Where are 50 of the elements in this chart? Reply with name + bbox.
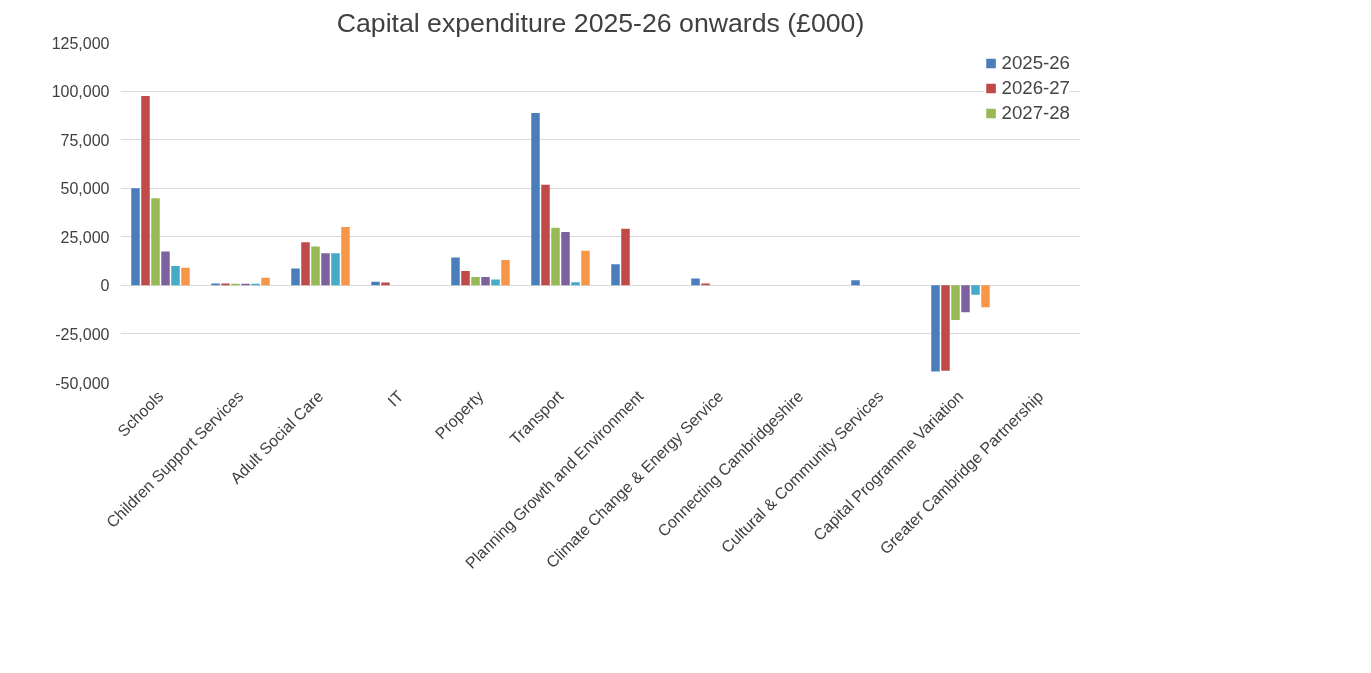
bar bbox=[491, 279, 500, 286]
bar bbox=[261, 277, 270, 286]
y-tick-label: -50,000 bbox=[55, 374, 110, 392]
bar bbox=[371, 281, 380, 286]
bar bbox=[451, 257, 460, 286]
bar bbox=[151, 198, 160, 286]
bar bbox=[311, 246, 320, 286]
y-tick-label: 50,000 bbox=[60, 180, 110, 198]
y-tick-label: 25,000 bbox=[60, 228, 110, 246]
bar bbox=[611, 264, 620, 286]
bar bbox=[981, 285, 990, 308]
legend-label: 2027-28 bbox=[1001, 102, 1070, 124]
bar bbox=[131, 188, 140, 286]
bar bbox=[551, 227, 560, 286]
bar bbox=[951, 285, 960, 320]
x-tick-label: IT bbox=[384, 387, 407, 410]
bar bbox=[331, 253, 340, 286]
legend-label: 2026-27 bbox=[1001, 77, 1070, 99]
bar bbox=[341, 227, 350, 286]
bar bbox=[471, 277, 480, 286]
y-tick-label: 0 bbox=[100, 277, 110, 295]
y-tick-label: 125,000 bbox=[51, 34, 110, 52]
bar bbox=[691, 278, 700, 286]
bar bbox=[561, 232, 570, 286]
bar bbox=[541, 184, 550, 286]
bar bbox=[321, 253, 330, 286]
bar bbox=[141, 96, 150, 286]
bar bbox=[941, 285, 950, 371]
bar bbox=[581, 250, 590, 286]
bar bbox=[181, 267, 190, 286]
bar bbox=[531, 113, 540, 286]
bar bbox=[461, 270, 470, 286]
bar bbox=[971, 285, 980, 295]
y-tick-label: -25,000 bbox=[55, 325, 110, 343]
bar bbox=[961, 285, 970, 313]
bar bbox=[161, 251, 170, 286]
y-tick-label: 75,000 bbox=[60, 131, 110, 149]
bar bbox=[171, 265, 180, 286]
bar bbox=[571, 282, 580, 286]
bar bbox=[301, 242, 310, 286]
bar bbox=[931, 285, 940, 372]
bar bbox=[381, 282, 390, 286]
bar bbox=[291, 268, 300, 286]
legend-label: 2025-26 bbox=[1001, 52, 1070, 74]
bar bbox=[501, 260, 510, 286]
bar bbox=[621, 228, 630, 286]
chart-title: Capital expenditure 2025-26 onwards (£000) bbox=[336, 7, 865, 38]
bar bbox=[851, 280, 860, 286]
y-tick-label: 100,000 bbox=[51, 83, 110, 101]
bar bbox=[481, 277, 490, 286]
